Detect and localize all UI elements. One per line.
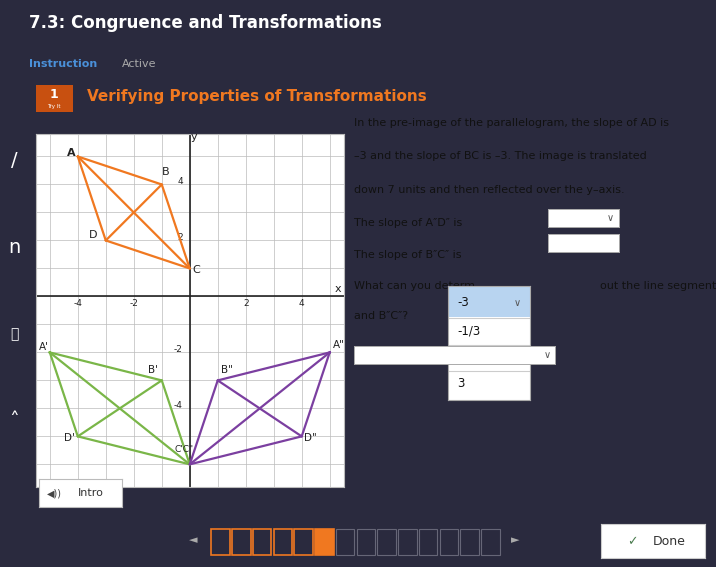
Text: 4: 4 (177, 177, 183, 187)
Text: ◄: ◄ (189, 535, 198, 545)
Text: Instruction: Instruction (29, 59, 97, 69)
Text: x: x (335, 284, 342, 294)
Bar (294, 529, 313, 555)
Text: /: / (11, 151, 18, 170)
FancyBboxPatch shape (36, 85, 73, 112)
Text: A: A (67, 149, 75, 159)
Bar (211, 529, 230, 555)
Text: B': B' (147, 365, 158, 375)
Text: -2: -2 (174, 345, 183, 354)
Text: A": A" (332, 340, 344, 350)
Text: Done: Done (652, 535, 685, 548)
Bar (377, 529, 396, 555)
Bar (398, 529, 417, 555)
Text: Try It: Try It (47, 104, 61, 109)
Bar (440, 529, 458, 555)
Text: ◀)): ◀)) (47, 488, 62, 498)
Bar (232, 529, 251, 555)
Text: D': D' (64, 433, 74, 443)
Text: ✓: ✓ (627, 535, 638, 548)
Bar (357, 529, 375, 555)
Text: 3: 3 (458, 377, 465, 390)
Text: -1/3: -1/3 (458, 325, 480, 337)
Text: and B″C″?: and B″C″? (354, 311, 409, 320)
Text: C: C (192, 265, 200, 274)
Text: down 7 units and then reflected over the y–axis.: down 7 units and then reflected over the… (354, 185, 625, 194)
Text: 2: 2 (243, 299, 248, 308)
Text: –3 and the slope of BC is –3. The image is translated: –3 and the slope of BC is –3. The image … (354, 151, 647, 161)
Text: -2: -2 (130, 299, 138, 308)
Text: ⬛: ⬛ (10, 327, 19, 341)
Text: ∨: ∨ (607, 213, 614, 223)
Text: Intro: Intro (77, 488, 103, 498)
Text: 4: 4 (299, 299, 304, 308)
Text: What can you determ: What can you determ (354, 281, 475, 291)
Text: The slope of A″D″ is: The slope of A″D″ is (354, 218, 463, 229)
Text: -3: -3 (458, 297, 469, 309)
Text: -4: -4 (174, 401, 183, 411)
Text: 7.3: Congruence and Transformations: 7.3: Congruence and Transformations (29, 14, 382, 32)
Bar (481, 529, 500, 555)
Text: Active: Active (122, 59, 156, 69)
Text: -4: -4 (73, 299, 82, 308)
Text: In the pre-image of the parallelogram, the slope of AD is: In the pre-image of the parallelogram, t… (354, 117, 669, 128)
Text: A': A' (39, 341, 49, 352)
Text: B": B" (221, 365, 233, 375)
Text: ˄: ˄ (9, 411, 19, 430)
Text: 2: 2 (177, 234, 183, 243)
Text: ∨: ∨ (543, 350, 551, 360)
Text: out the line segments A″D″: out the line segments A″D″ (600, 281, 716, 291)
Bar (460, 529, 479, 555)
Text: ►: ► (511, 535, 520, 545)
Bar (448, 286, 530, 317)
Text: C'C": C'C" (175, 445, 193, 454)
Text: 1/3: 1/3 (458, 350, 476, 363)
Bar (336, 529, 354, 555)
Bar (274, 529, 292, 555)
Bar (253, 529, 271, 555)
Text: Verifying Properties of Transformations: Verifying Properties of Transformations (87, 89, 427, 104)
Text: D: D (89, 230, 97, 240)
Text: 1: 1 (49, 87, 59, 100)
Text: D": D" (304, 433, 317, 443)
Bar (315, 529, 334, 555)
Text: The slope of B″C″ is: The slope of B″C″ is (354, 250, 462, 260)
Bar (419, 529, 437, 555)
Text: ∨: ∨ (514, 298, 521, 308)
Text: y: y (190, 132, 197, 142)
Text: B: B (162, 167, 170, 177)
Text: n: n (8, 238, 21, 256)
